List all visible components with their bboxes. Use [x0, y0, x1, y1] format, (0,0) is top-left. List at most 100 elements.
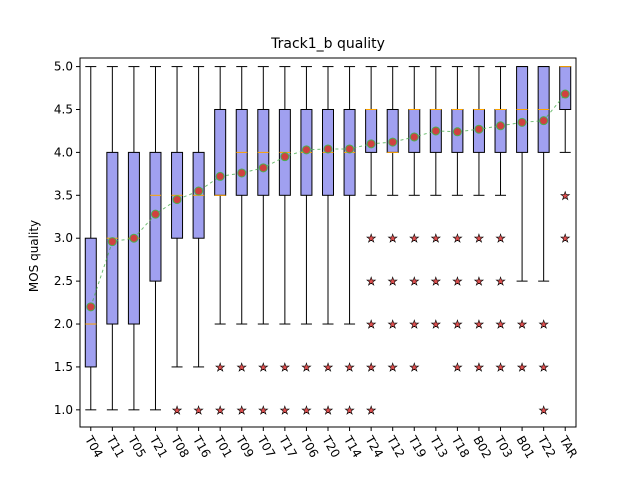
mean-marker: [345, 144, 355, 154]
outlier-marker: ★: [345, 361, 355, 374]
box-t13: ★ ★ ★: [429, 66, 442, 331]
mean-marker: [129, 233, 139, 243]
outlier-marker: ★: [474, 361, 484, 374]
outlier-marker: ★: [388, 232, 398, 245]
x-tick-label: T14: [340, 433, 364, 460]
x-tick-label: T07: [254, 433, 278, 460]
y-tick-label: 4.5: [54, 102, 73, 116]
x-tick-label: T21: [146, 433, 170, 460]
x-tick-label: T19: [405, 433, 429, 460]
box-tar: ★★: [559, 66, 572, 246]
outlier-marker: ★: [539, 361, 549, 374]
mean-marker: [280, 152, 290, 162]
y-tick-label: 2.5: [54, 274, 73, 288]
outlier-marker: ★: [496, 275, 506, 288]
mean-marker: [539, 116, 549, 126]
box-t12: ★ ★ ★ ★: [386, 66, 399, 374]
outlier-marker: ★: [474, 232, 484, 245]
mean-marker: [431, 126, 441, 136]
x-tick-label: T16: [190, 433, 214, 460]
outlier-marker: ★: [409, 232, 419, 245]
box-t19: ★ ★ ★ ★: [408, 66, 421, 374]
mean-marker: [215, 171, 225, 181]
y-tick-label: 1.5: [54, 360, 73, 374]
box-t20: ★★: [322, 66, 334, 417]
outlier-marker: ★: [452, 275, 462, 288]
outlier-marker: ★: [366, 232, 376, 245]
box-t08: ★: [171, 66, 184, 417]
mean-line: [90, 93, 566, 308]
box-t16: ★: [192, 66, 205, 417]
box-rect: [559, 66, 572, 110]
outlier-marker: ★: [194, 404, 204, 417]
outlier-marker: ★: [496, 232, 506, 245]
mean-marker: [388, 137, 398, 147]
y-tick-label: 5.0: [54, 60, 73, 74]
outlier-marker: ★: [366, 275, 376, 288]
x-tick-label: T20: [319, 433, 343, 460]
box-b01: ★★: [516, 66, 529, 374]
mean-marker: [237, 168, 247, 178]
mean-marker: [496, 121, 506, 131]
outlier-marker: ★: [539, 404, 549, 417]
mean-marker: [107, 237, 117, 247]
mean-marker: [150, 209, 160, 219]
box-t03: ★ ★ ★ ★: [494, 66, 507, 374]
x-tick-label: T06: [297, 433, 321, 460]
mean-marker: [517, 117, 527, 127]
outlier-marker: ★: [172, 404, 182, 417]
outlier-marker: ★: [301, 361, 311, 374]
x-tick-label: B01: [513, 434, 537, 461]
x-tick-label: T24: [362, 433, 386, 460]
x-tick-label: B02: [470, 434, 494, 461]
outlier-marker: ★: [409, 275, 419, 288]
outlier-marker: ★: [215, 361, 225, 374]
box-rect: [494, 108, 507, 153]
y-tick-label: 2.0: [54, 317, 73, 331]
plot-area: ★ ★★★★★★★★★★★★★★★★★★★★★★★★★★★★★★★★★★★★★★★…: [84, 66, 572, 417]
outlier-marker: ★: [431, 275, 441, 288]
outlier-marker: ★: [452, 318, 462, 331]
box-t09: ★★: [235, 66, 248, 417]
box-t18: ★ ★ ★ ★: [451, 66, 464, 374]
outlier-marker: ★: [258, 404, 268, 417]
outlier-marker: ★: [366, 361, 376, 374]
outlier-marker: ★: [388, 275, 398, 288]
box-rect: [408, 108, 421, 153]
box-t06: ★★: [300, 66, 313, 417]
x-tick-label: T05: [125, 433, 149, 460]
outlier-marker: ★: [474, 275, 484, 288]
x-tick-label: T12: [384, 433, 408, 460]
outlier-marker: ★: [474, 318, 484, 331]
box-t14: ★★: [343, 66, 356, 417]
box-b02: ★ ★ ★ ★: [472, 66, 485, 374]
y-tick-label: 3.0: [54, 231, 73, 245]
mean-marker: [172, 195, 182, 205]
x-tick-label: T18: [448, 433, 472, 460]
outlier-marker: ★: [237, 361, 247, 374]
outlier-marker: ★: [409, 361, 419, 374]
box-rect: [214, 108, 227, 196]
outlier-marker: ★: [496, 361, 506, 374]
mean-marker: [323, 144, 333, 154]
outlier-marker: ★: [452, 232, 462, 245]
y-tick-label: 1.0: [54, 403, 73, 417]
outlier-marker: ★: [539, 318, 549, 331]
outlier-marker: ★: [280, 361, 290, 374]
box-t01: ★★: [214, 66, 227, 417]
outlier-marker: ★: [237, 404, 247, 417]
outlier-marker: ★: [280, 404, 290, 417]
x-tick-label: T11: [103, 433, 127, 460]
outlier-marker: ★: [345, 404, 355, 417]
x-tick-label: T13: [427, 433, 451, 460]
outlier-marker: ★: [323, 404, 333, 417]
outlier-marker: ★: [409, 318, 419, 331]
mean-marker: [560, 89, 570, 99]
outlier-marker: ★: [366, 318, 376, 331]
y-tick-label: 4.0: [54, 145, 73, 159]
outlier-marker: ★: [452, 361, 462, 374]
outlier-marker: ★: [301, 404, 311, 417]
outlier-marker: ★: [517, 361, 527, 374]
outlier-marker: ★: [258, 361, 268, 374]
